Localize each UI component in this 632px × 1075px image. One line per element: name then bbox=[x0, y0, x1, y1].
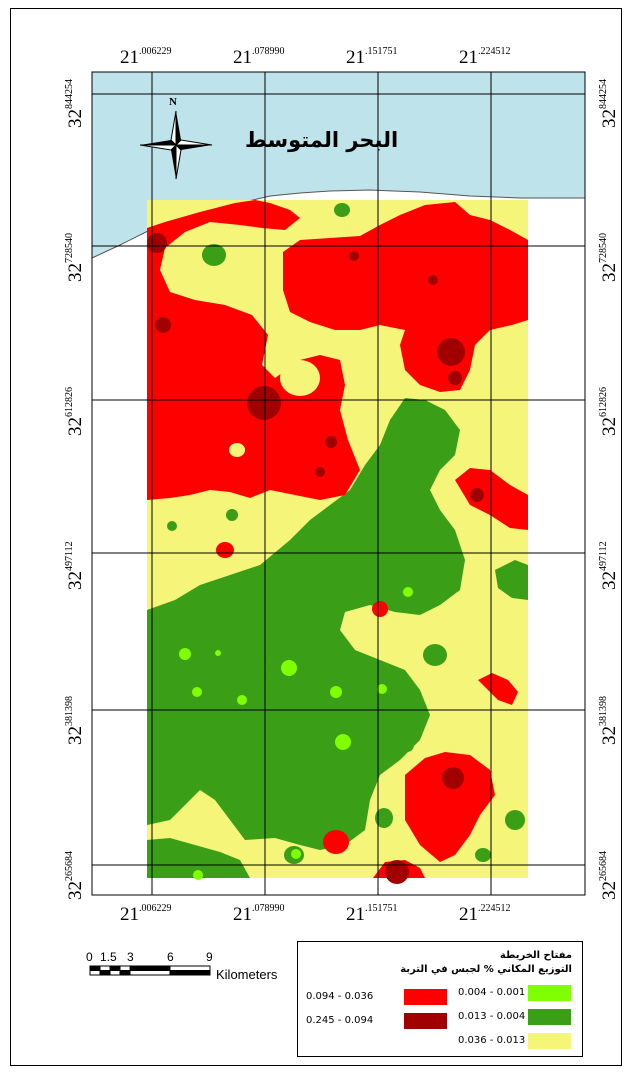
zone-red-patch bbox=[323, 830, 349, 854]
zone-green-patch bbox=[423, 644, 447, 666]
sea-label: البحر المتوسط bbox=[245, 128, 399, 152]
top-longitude-label: 21.006229 bbox=[120, 45, 172, 68]
right-latitude-label: 32612826 bbox=[597, 387, 620, 436]
left-latitude-label: 32612826 bbox=[63, 387, 86, 436]
legend-swatch-green bbox=[528, 1009, 571, 1025]
map-frame bbox=[10, 8, 622, 1066]
legend-swatch-darkred bbox=[404, 1013, 447, 1029]
right-latitude-label: 32497112 bbox=[597, 541, 620, 590]
zone-green-south bbox=[147, 838, 250, 878]
scale-tick-label: 0 bbox=[86, 950, 93, 964]
zone-red-patch bbox=[405, 752, 495, 862]
bottom-longitude-label: 21.151751 bbox=[346, 902, 398, 925]
left-latitude-label: 32728540 bbox=[63, 233, 86, 282]
zone-red-east bbox=[283, 202, 528, 392]
zone-green-patch bbox=[475, 848, 491, 862]
legend-swatch-yellow bbox=[528, 1033, 571, 1049]
zone-green bbox=[147, 398, 465, 850]
legend-range: 0.094 - 0.036 bbox=[306, 991, 374, 1002]
legend-item: 0.013 - 0.004 bbox=[458, 1009, 578, 1025]
scale-tick-label: 1.5 bbox=[100, 950, 117, 964]
left-latitude-label: 32497112 bbox=[63, 541, 86, 590]
right-latitude-label: 32844254 bbox=[597, 79, 620, 128]
legend-subtitle: التوزيع المكاني % لجبس في التربة bbox=[400, 964, 572, 975]
zone-darkred bbox=[147, 233, 484, 884]
scale-bar-graphic bbox=[89, 965, 211, 976]
top-longitude-label: 21.151751 bbox=[346, 45, 398, 68]
right-latitude-label: 32381398 bbox=[597, 696, 620, 745]
legend-item: 0.036 - 0.013 bbox=[458, 1033, 578, 1049]
zone-green-patch bbox=[375, 808, 393, 828]
zone-green-patch bbox=[400, 738, 414, 752]
map-legend: مفتاح الخريطة التوزيع المكاني % لجبس في … bbox=[297, 941, 583, 1057]
zone-yellow-hole bbox=[229, 443, 245, 457]
top-longitude-label: 21.224512 bbox=[459, 45, 511, 68]
zone-red-west bbox=[147, 200, 360, 500]
top-longitude-label: 21.078990 bbox=[233, 45, 285, 68]
legend-item: 0.004 - 0.001 bbox=[458, 985, 578, 1001]
sea-area bbox=[92, 72, 585, 258]
scale-tick-label: 9 bbox=[206, 950, 213, 964]
zone-green-patch bbox=[505, 810, 525, 830]
north-arrow-icon bbox=[139, 110, 213, 180]
zone-green-patch bbox=[167, 521, 177, 531]
zone-green-east bbox=[495, 560, 528, 600]
legend-range: 0.036 - 0.013 bbox=[458, 1035, 526, 1046]
right-latitude-label: 32728540 bbox=[597, 233, 620, 282]
legend-item: 0.094 - 0.036 bbox=[306, 989, 447, 1005]
zone-red-patch bbox=[372, 601, 388, 617]
bottom-longitude-label: 21.006229 bbox=[120, 902, 172, 925]
left-latitude-label: 32844254 bbox=[63, 79, 86, 128]
zone-green-patch bbox=[202, 244, 226, 266]
zone-red-patch bbox=[216, 542, 234, 558]
zone-green-patch bbox=[226, 509, 238, 521]
legend-swatch-lightgreen bbox=[528, 985, 571, 1001]
right-latitude-label: 32265684 bbox=[597, 851, 620, 900]
bottom-longitude-label: 21.078990 bbox=[233, 902, 285, 925]
legend-range: 0.245 - 0.094 bbox=[306, 1015, 374, 1026]
zone-yellow-hole bbox=[280, 360, 320, 396]
bottom-longitude-label: 21.224512 bbox=[459, 902, 511, 925]
legend-range: 0.004 - 0.001 bbox=[458, 987, 526, 998]
scale-tick-label: 6 bbox=[167, 950, 174, 964]
zone-lightgreen bbox=[179, 587, 413, 880]
legend-range: 0.013 - 0.004 bbox=[458, 1011, 526, 1022]
north-label: N bbox=[169, 96, 177, 108]
legend-item: 0.245 - 0.094 bbox=[306, 1013, 447, 1029]
zone-red-patch bbox=[478, 673, 518, 705]
legend-title: مفتاح الخريطة bbox=[499, 950, 572, 961]
left-latitude-label: 32381398 bbox=[63, 696, 86, 745]
zone-green-patch bbox=[334, 203, 350, 217]
scale-units-label: Kilometers bbox=[216, 967, 278, 982]
legend-swatch-red bbox=[404, 989, 447, 1005]
graticule bbox=[91, 71, 586, 896]
scale-tick-label: 3 bbox=[127, 950, 134, 964]
left-latitude-label: 32265684 bbox=[63, 851, 86, 900]
